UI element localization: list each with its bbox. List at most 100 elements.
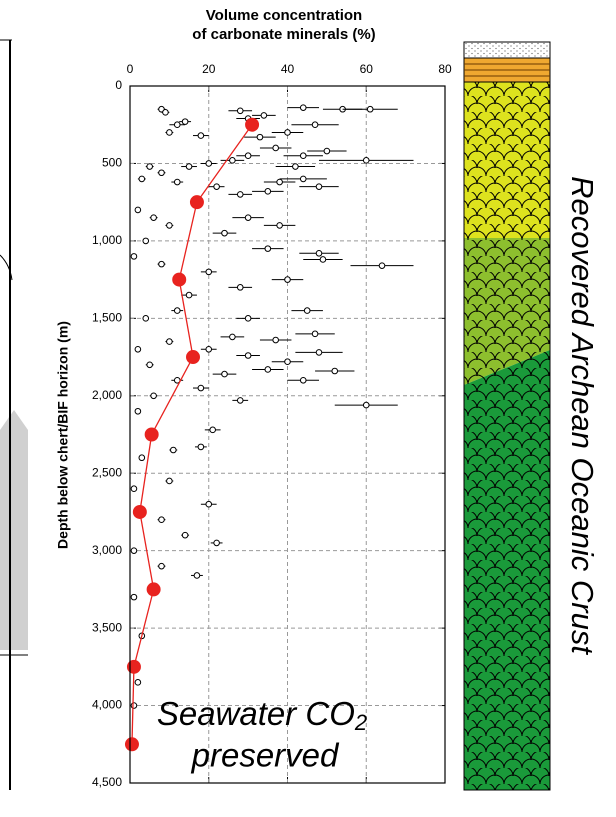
data-point <box>264 188 272 195</box>
data-point <box>173 121 181 129</box>
data-point <box>221 229 228 237</box>
mean-point <box>126 659 141 674</box>
data-point <box>244 152 252 159</box>
data-point <box>319 256 327 263</box>
x-tick-label: 20 <box>202 62 216 76</box>
data-point <box>362 401 370 409</box>
data-point <box>292 163 299 170</box>
data-point <box>362 157 370 164</box>
data-point <box>315 183 323 190</box>
y-axis-label: Depth below chert/BIF horizon (m) <box>55 321 71 549</box>
data-point <box>185 163 193 170</box>
data-point <box>197 132 205 139</box>
data-point <box>134 679 142 686</box>
data-point <box>130 253 138 260</box>
plot <box>124 85 446 784</box>
data-point <box>229 333 236 341</box>
x-tick-label: 60 <box>360 62 374 76</box>
data-point <box>197 443 205 451</box>
data-point <box>331 367 339 375</box>
data-point <box>173 307 181 314</box>
chart-title: of carbonate minerals (%) <box>192 26 375 43</box>
data-point <box>236 397 244 404</box>
data-point <box>299 152 307 159</box>
data-point <box>284 276 291 283</box>
data-point <box>185 291 193 299</box>
data-point <box>150 214 157 221</box>
data-point <box>299 175 307 183</box>
x-tick-label: 40 <box>281 62 295 76</box>
data-point <box>244 214 252 221</box>
mean-point <box>245 117 260 132</box>
data-point <box>244 315 252 322</box>
data-point <box>146 361 153 369</box>
y-tick-label: 1,000 <box>92 233 122 247</box>
data-point <box>134 407 142 415</box>
data-point <box>170 446 177 454</box>
neighbour-figure <box>0 39 28 790</box>
mean-point <box>186 350 200 365</box>
data-point <box>193 572 201 579</box>
data-point <box>138 454 146 462</box>
data-point <box>158 562 165 570</box>
data-point <box>130 702 138 709</box>
data-point <box>229 157 236 164</box>
y-tick-label: 500 <box>102 156 122 170</box>
data-point <box>205 268 213 276</box>
y-tick-label: 2,000 <box>92 388 122 402</box>
side-label: Recovered Archean Oceanic Crust <box>565 176 600 655</box>
data-point <box>181 118 189 125</box>
data-point <box>205 346 213 353</box>
data-point <box>299 104 307 111</box>
strat-column <box>463 41 551 791</box>
plot-frame <box>129 85 446 784</box>
data-point <box>142 237 150 245</box>
data-point <box>311 330 319 338</box>
data-point <box>260 112 268 119</box>
data-point <box>315 349 323 356</box>
data-point <box>264 366 272 373</box>
y-tick-label: 3,000 <box>92 543 122 557</box>
mean-point <box>172 272 187 287</box>
data-point <box>366 105 374 113</box>
data-point <box>158 516 165 523</box>
mean-point <box>144 427 159 442</box>
data-point <box>197 384 205 392</box>
annotation-text: Seawater CO <box>157 695 355 732</box>
x-tick-label: 0 <box>127 62 134 76</box>
data-point <box>166 222 173 229</box>
data-point <box>311 121 319 129</box>
data-point <box>173 178 181 186</box>
data-point <box>264 245 272 252</box>
mean-point <box>124 737 139 752</box>
mean-point <box>132 504 147 519</box>
data-point <box>244 352 252 359</box>
data-point <box>256 133 264 141</box>
data-point <box>299 376 307 384</box>
data-point <box>303 307 311 314</box>
mean-point <box>189 195 204 210</box>
data-point <box>205 160 213 167</box>
data-point <box>134 346 142 353</box>
data-point <box>134 206 142 214</box>
data-point <box>284 129 291 136</box>
data-point <box>130 485 138 493</box>
data-point <box>166 129 173 136</box>
y-tick-label: 2,500 <box>92 465 122 479</box>
data-point <box>236 191 244 198</box>
data-point <box>213 183 220 190</box>
data-point <box>221 370 228 378</box>
y-tick-label: 1,500 <box>92 311 122 325</box>
data-point <box>276 222 283 229</box>
data-point <box>142 315 150 322</box>
data-point <box>284 358 291 366</box>
y-tick-label: 4,500 <box>92 775 122 789</box>
data-point <box>323 147 331 155</box>
data-point <box>138 175 146 183</box>
data-point <box>378 262 386 269</box>
data-point <box>130 593 138 601</box>
data-point <box>181 531 189 539</box>
data-point <box>130 547 138 554</box>
data-point <box>166 477 173 485</box>
annotation: Seawater CO2 <box>157 695 367 735</box>
